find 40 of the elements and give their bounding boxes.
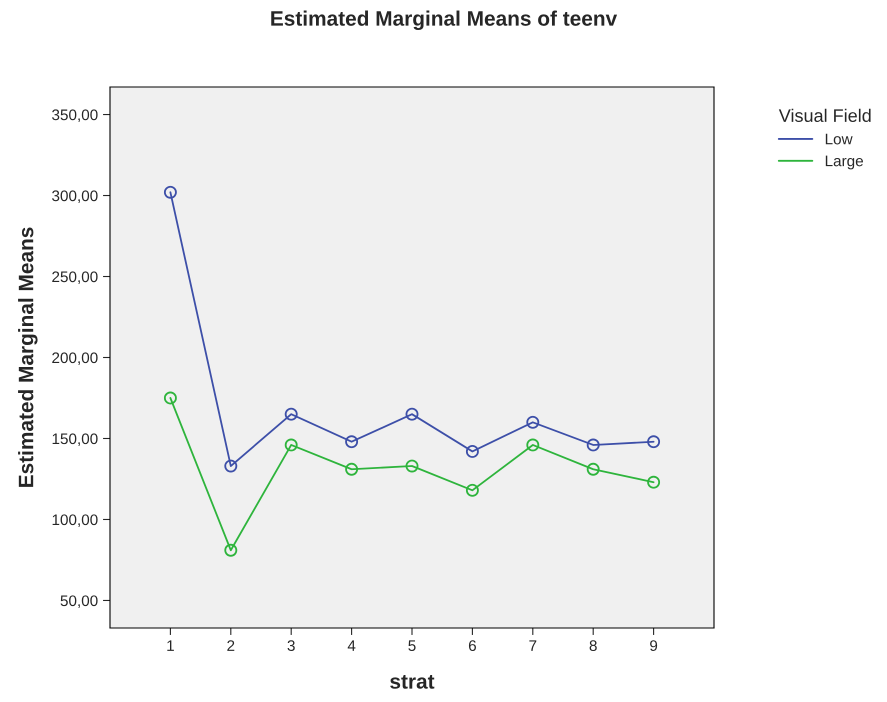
x-tick-label: 6 xyxy=(468,640,476,652)
x-tick-label: 2 xyxy=(227,640,234,651)
y-tick-label: 200,00 xyxy=(52,352,98,365)
legend-label: Low xyxy=(826,134,853,144)
point xyxy=(526,416,540,429)
point xyxy=(466,444,479,458)
x-axis-title: strat xyxy=(390,675,434,689)
point xyxy=(284,438,298,452)
point xyxy=(526,438,540,452)
y-tick-label: 100,00 xyxy=(52,514,98,527)
chart-title: Estimated Marginal Means of teenv xyxy=(271,10,618,30)
x-tick-label: 1 xyxy=(167,640,174,651)
point xyxy=(224,460,238,472)
y-tick-label: 250,00 xyxy=(52,271,98,284)
point xyxy=(466,484,479,497)
x-tick-label: 8 xyxy=(590,640,597,652)
legend-label: Large xyxy=(826,156,863,170)
point xyxy=(647,435,660,448)
legend-title: Visual Field xyxy=(778,108,871,122)
point xyxy=(345,462,358,476)
point xyxy=(586,438,600,452)
x-tick-label: 4 xyxy=(348,640,356,651)
y-tick-label: 150,00 xyxy=(52,433,98,446)
point xyxy=(284,408,298,421)
y-tick-label: 300,00 xyxy=(52,190,98,204)
point xyxy=(406,408,418,421)
point xyxy=(224,544,238,557)
x-tick-label: 9 xyxy=(650,640,658,652)
x-tick-label: 7 xyxy=(529,640,536,651)
y-tick-label: 350,00 xyxy=(52,109,98,122)
point xyxy=(164,186,177,199)
point xyxy=(647,476,660,489)
point xyxy=(586,462,600,476)
x-tick-label: 3 xyxy=(288,640,295,652)
y-axis-title: Estimated Marginal Means xyxy=(18,228,38,487)
point xyxy=(345,435,358,448)
y-tick-label: 50,00 xyxy=(60,595,98,608)
point xyxy=(406,460,418,472)
x-tick-label: 5 xyxy=(408,640,416,652)
point xyxy=(164,392,177,404)
